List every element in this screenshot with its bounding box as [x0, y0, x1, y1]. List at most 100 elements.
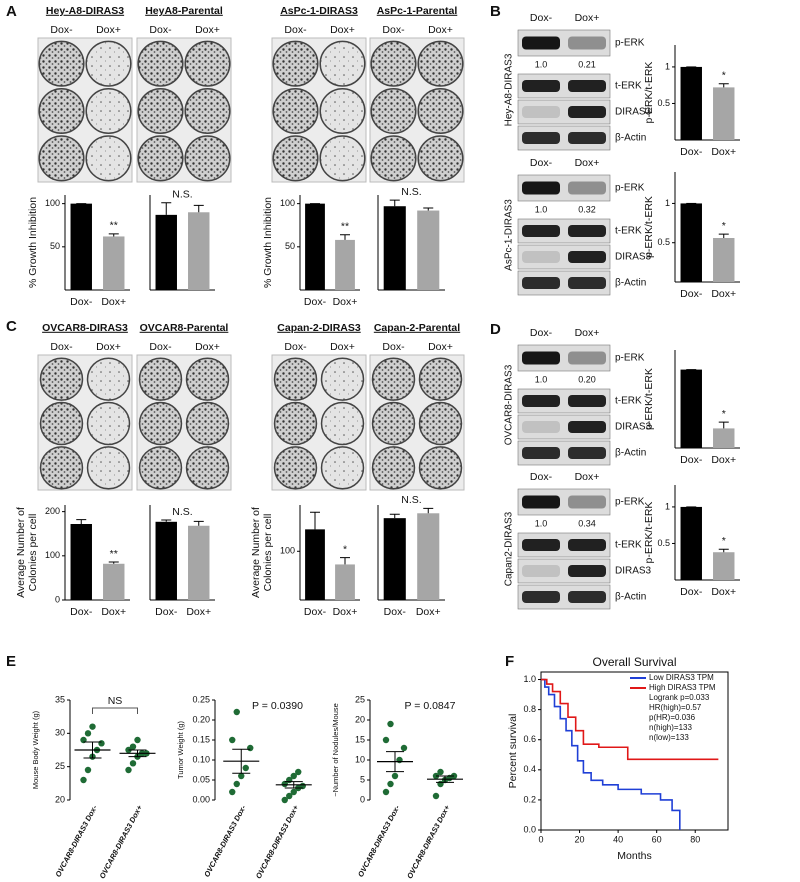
stat-annotation: HR(high)=0.57	[649, 703, 702, 712]
data-point	[238, 772, 245, 780]
significance: N.S.	[172, 189, 192, 201]
blot-band	[522, 225, 560, 237]
error-bar	[310, 511, 320, 530]
x-tick-label: Dox-	[680, 146, 703, 158]
data-point	[233, 708, 240, 716]
well	[417, 87, 464, 135]
lane-label: Dox+	[575, 471, 600, 483]
bar	[188, 212, 210, 290]
y-tick-label: 35	[55, 694, 65, 704]
significance: **	[110, 220, 118, 232]
y-tick-label: 0.4	[523, 764, 536, 774]
well	[137, 135, 184, 182]
bar	[680, 203, 702, 282]
column-label: Dox-	[284, 24, 307, 36]
x-tick-label: Dox+	[101, 606, 126, 618]
significance: N.S.	[172, 506, 192, 518]
well	[184, 40, 231, 87]
plate-title: OVCAR8-Parental	[140, 322, 229, 334]
data-point	[432, 792, 440, 800]
column-label: Dox+	[330, 24, 355, 36]
blot-band	[522, 80, 560, 92]
blot-row-label: p-ERK	[615, 183, 645, 194]
y-axis-label: p-ERK/t-ERK	[643, 196, 655, 258]
cell-line-label: Hey-A8-DIRAS3	[504, 53, 515, 126]
blot-band	[568, 251, 606, 263]
data-point	[125, 766, 132, 774]
well	[85, 135, 132, 182]
y-tick-label: 100	[45, 550, 60, 560]
well	[138, 446, 183, 490]
survival-curve	[541, 678, 719, 761]
data-point	[290, 772, 297, 780]
blot-row-label: β-Actin	[615, 448, 646, 459]
data-point	[80, 776, 87, 784]
significance: *	[722, 408, 726, 420]
significance: *	[722, 220, 726, 232]
bar	[103, 563, 125, 600]
y-tick-label: 5	[360, 774, 365, 784]
x-tick-label: Dox-	[680, 454, 703, 466]
y-tick-label: 0.5	[657, 98, 670, 108]
bar	[417, 210, 440, 290]
significance: **	[341, 221, 349, 233]
stat-annotation: n(high)=133	[649, 723, 692, 732]
data-point	[295, 768, 302, 776]
well	[418, 401, 463, 446]
y-tick-label: 0.05	[192, 774, 210, 784]
panel-letter: C	[6, 318, 17, 335]
legend-label: High DIRAS3 TPM	[649, 683, 716, 692]
y-tick-label: 100	[45, 198, 60, 208]
data-point	[286, 792, 293, 800]
well	[85, 87, 132, 135]
lane-label: Dox+	[575, 157, 600, 169]
well	[370, 135, 417, 182]
bar	[680, 506, 702, 580]
well	[185, 401, 230, 446]
y-tick-label: 1	[665, 198, 670, 208]
well	[85, 40, 132, 87]
y-tick-label: 1	[665, 61, 670, 71]
bar	[713, 552, 735, 580]
y-tick-label: 0.15	[192, 734, 210, 744]
y-tick-label: 100	[280, 546, 295, 556]
y-axis-label: Tumor Weight (g)	[176, 721, 185, 779]
blot-row-label: DIRAS3	[615, 252, 652, 263]
error-bar	[76, 519, 87, 524]
well	[185, 446, 230, 490]
well	[138, 357, 183, 401]
y-tick-label: 15	[355, 734, 365, 744]
x-tick-label: Dox+	[101, 296, 126, 308]
blot-row-label: DIRAS3	[615, 566, 652, 577]
lane-label: Dox+	[575, 12, 600, 24]
data-point	[233, 780, 240, 788]
panel-letter: B	[490, 3, 501, 20]
significance: N.S.	[401, 186, 421, 198]
data-point	[134, 736, 141, 744]
blot-band	[568, 591, 606, 603]
y-tick-label: 50	[50, 241, 60, 251]
y-tick-label: 0.5	[657, 538, 670, 548]
error-bar	[718, 233, 729, 238]
panel-letter: E	[6, 653, 16, 670]
blot-band	[522, 447, 560, 459]
blot-row-label: t-ERK	[615, 81, 642, 92]
blot-band	[522, 351, 560, 365]
x-axis-label: Months	[617, 850, 651, 862]
column-label: Dox+	[330, 341, 355, 353]
x-tick-label: Dox-	[155, 606, 178, 618]
band-ratio: 1.0	[535, 374, 548, 384]
well	[370, 87, 417, 135]
data-point	[387, 720, 394, 728]
x-tick-label: Dox+	[333, 606, 358, 618]
well	[319, 135, 366, 182]
data-point	[387, 780, 394, 788]
y-tick-label: 0.20	[192, 714, 210, 724]
error-bar	[193, 204, 204, 213]
column-label: Dox-	[382, 341, 405, 353]
blot-row-label: DIRAS3	[615, 422, 652, 433]
blot-band	[522, 395, 560, 407]
data-point	[84, 766, 92, 774]
data-point	[84, 730, 92, 737]
error-bar	[161, 202, 172, 215]
